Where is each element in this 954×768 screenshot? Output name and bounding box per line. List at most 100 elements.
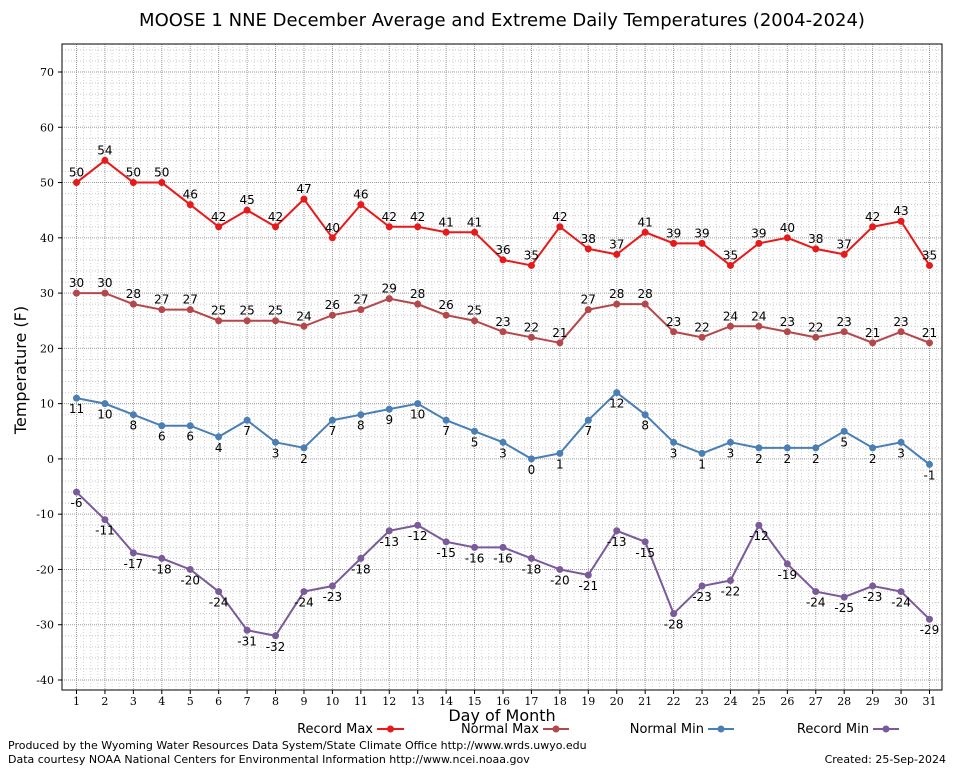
record-min-data-label: -25	[834, 601, 854, 615]
legend-marker-normal-min	[717, 725, 725, 733]
normal-min-data-label: -1	[924, 468, 936, 482]
normal-min-data-label: 11	[69, 402, 84, 416]
normal-max-data-label: 22	[694, 320, 709, 334]
record-min-point	[527, 554, 535, 562]
normal-min-data-label: 12	[609, 397, 624, 411]
y-tick-label: -30	[36, 619, 54, 632]
y-axis-label: Temperature (F)	[11, 306, 30, 435]
normal-min-point	[442, 416, 450, 424]
normal-max-point	[357, 306, 365, 314]
x-tick-label: 10	[325, 695, 339, 708]
x-tick-label: 27	[809, 695, 823, 708]
record-min-data-label: -32	[266, 640, 286, 654]
normal-max-data-label: 27	[183, 293, 198, 307]
record-max-data-label: 41	[467, 215, 482, 229]
y-tick-label: 30	[40, 287, 54, 300]
x-tick-label: 23	[695, 695, 709, 708]
record-min-point	[357, 554, 365, 562]
legend-label-record-min: Record Min	[797, 722, 869, 737]
record-min-point	[129, 549, 137, 557]
normal-max-point	[499, 328, 507, 336]
record-max-data-label: 39	[751, 226, 766, 240]
x-tick-label: 4	[158, 695, 165, 708]
record-min-data-label: -15	[436, 546, 456, 560]
normal-min-point	[584, 416, 592, 424]
x-axis-label: Day of Month	[448, 706, 555, 725]
normal-min-point	[812, 444, 820, 452]
normal-min-data-label: 3	[897, 446, 905, 460]
record-max-data-label: 40	[780, 221, 795, 235]
record-max-data-label: 37	[609, 237, 624, 251]
normal-min-point	[527, 455, 535, 463]
normal-max-point	[584, 306, 592, 314]
record-min-data-label: -11	[95, 524, 115, 538]
normal-min-point	[840, 427, 848, 435]
record-min-data-label: -23	[692, 590, 712, 604]
x-tick-label: 26	[780, 695, 794, 708]
normal-min-point	[300, 444, 308, 452]
normal-max-point	[73, 289, 80, 297]
record-min-point	[328, 582, 336, 590]
normal-min-point	[243, 416, 251, 424]
record-min-data-label: -16	[465, 551, 485, 565]
normal-min-point	[186, 422, 194, 430]
normal-min-data-label: 7	[243, 424, 251, 438]
y-tick-label: 0	[47, 453, 54, 466]
normal-max-point	[328, 311, 336, 319]
normal-max-point	[670, 328, 678, 336]
footer-created-date: Created: 25-Sep-2024	[825, 753, 946, 766]
normal-max-point	[840, 328, 848, 336]
plot-frame	[61, 43, 943, 691]
legend-marker-record-min	[882, 725, 890, 733]
record-min-point	[499, 543, 507, 551]
normal-max-point	[755, 322, 763, 330]
record-min-point	[726, 577, 734, 585]
x-tick-label: 17	[524, 695, 538, 708]
record-max-point	[726, 261, 734, 269]
normal-max-point	[556, 339, 564, 347]
record-max-point	[499, 256, 507, 264]
grid	[62, 44, 942, 690]
normal-min-data-label: 9	[385, 413, 393, 427]
record-max-point	[442, 228, 450, 236]
normal-min-data-label: 3	[670, 446, 678, 460]
record-max-point	[328, 234, 336, 242]
record-max-data-label: 40	[325, 221, 340, 235]
normal-min-data-label: 7	[442, 424, 450, 438]
record-max-point	[670, 239, 678, 247]
normal-min-point	[101, 400, 109, 408]
normal-max-point	[698, 333, 706, 341]
normal-min-point	[499, 438, 507, 446]
record-max-data-label: 42	[552, 210, 567, 224]
normal-max-point	[869, 339, 877, 347]
y-tick-label: -20	[36, 563, 54, 576]
normal-min-data-label: 2	[784, 452, 792, 466]
normal-max-data-label: 23	[495, 315, 510, 329]
record-max-point	[641, 228, 649, 236]
record-min-data-label: -12	[408, 529, 428, 543]
x-tick-label: 13	[411, 695, 425, 708]
normal-max-data-label: 22	[524, 320, 539, 334]
normal-min-point	[726, 438, 734, 446]
record-max-point	[300, 195, 308, 203]
record-max-point	[414, 223, 422, 231]
x-tick-label: 12	[382, 695, 396, 708]
record-min-data-label: -24	[294, 596, 314, 610]
record-min-point	[272, 632, 280, 640]
record-max-point	[840, 250, 848, 258]
normal-max-data-label: 24	[296, 309, 311, 323]
record-min-data-label: -24	[891, 596, 911, 610]
record-min-point	[300, 588, 308, 596]
record-max-data-label: 50	[154, 166, 169, 180]
normal-max-point	[897, 328, 905, 336]
normal-min-point	[73, 394, 80, 402]
y-tick-label: -40	[36, 674, 54, 687]
normal-min-point	[698, 449, 706, 457]
record-min-point	[897, 588, 905, 596]
normal-max-point	[215, 317, 223, 325]
record-min-point	[471, 543, 479, 551]
record-max-point	[101, 156, 109, 164]
normal-min-point	[471, 427, 479, 435]
normal-max-data-label: 27	[154, 293, 169, 307]
